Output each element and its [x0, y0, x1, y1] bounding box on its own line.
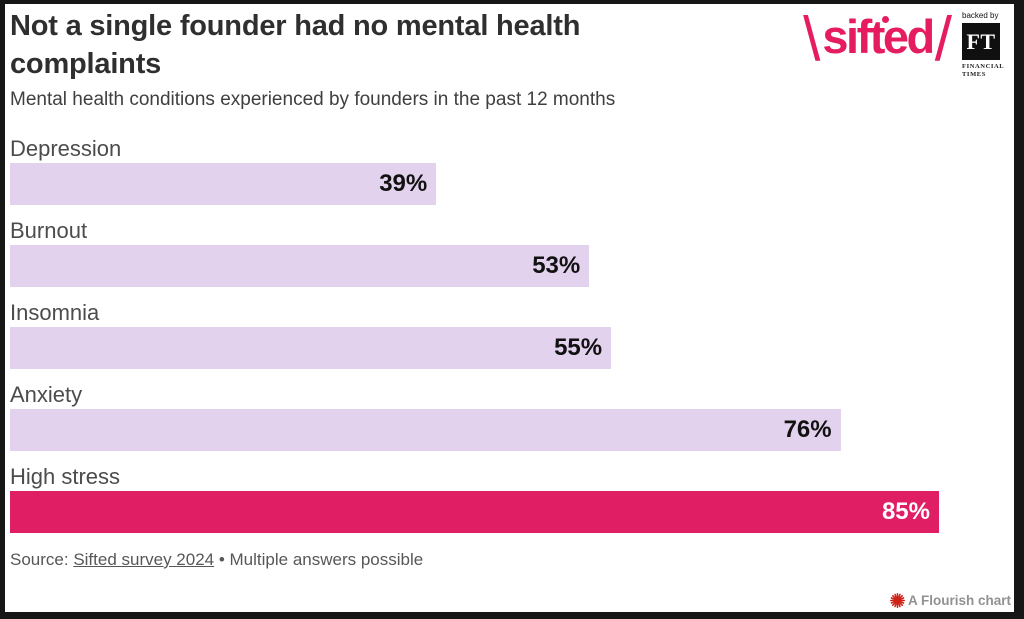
bar-value-label: 76% — [783, 416, 832, 443]
chart-card: Not a single founder had no mental healt… — [5, 4, 1014, 612]
logo-slash-icon: / — [934, 5, 952, 74]
category-label: Depression — [10, 136, 122, 161]
flourish-burst-icon — [889, 593, 905, 608]
bar: 39% — [10, 163, 437, 205]
source-prefix: Source: — [10, 550, 74, 569]
logo-block: \ sifted / backed by FT FINANCIAL TIMES — [803, 7, 1012, 79]
bar-track: 39% — [10, 163, 939, 205]
bar-track: 55% — [10, 327, 939, 369]
bar-track: 53% — [10, 245, 939, 287]
bar: 85% — [10, 491, 939, 533]
source-link[interactable]: Sifted survey 2024 — [73, 550, 215, 569]
bar: 53% — [10, 245, 590, 287]
source-suffix: • Multiple answers possible — [214, 550, 424, 569]
bar-row: Insomnia 55% — [10, 299, 1006, 369]
chart-header: Not a single founder had no mental healt… — [10, 7, 720, 112]
bar-value-label: 85% — [881, 498, 930, 525]
ft-logo-icon: FT — [962, 23, 1000, 60]
bar: 76% — [10, 409, 841, 451]
flourish-credit[interactable]: A Flourish chart — [889, 593, 1011, 608]
logo-backslash-icon: \ — [803, 5, 821, 74]
bar-value-label: 53% — [532, 252, 581, 279]
bar-chart: Depression 39% Burnout 53% Insomnia 55% — [10, 135, 1006, 545]
source-line: Source: Sifted survey 2024 • Multiple an… — [10, 550, 423, 570]
bar-row: Depression 39% — [10, 135, 1006, 205]
category-label: Burnout — [10, 218, 88, 243]
flourish-credit-label: A Flourish chart — [907, 593, 1011, 608]
bar-value-label: 39% — [379, 170, 428, 197]
chart-title: Not a single founder had no mental healt… — [10, 10, 581, 80]
bar-row: Burnout 53% — [10, 217, 1006, 287]
bar-track: 76% — [10, 409, 939, 451]
ft-badge: backed by FT FINANCIAL TIMES — [962, 11, 1012, 79]
category-label: Anxiety — [10, 382, 83, 407]
logo-wordmark: sifted — [822, 10, 935, 63]
logo-dot-icon — [882, 16, 889, 23]
category-label: Insomnia — [10, 300, 100, 325]
sifted-logo[interactable]: \ sifted / — [803, 7, 952, 71]
backed-by-label: backed by — [962, 11, 999, 20]
financial-times-label: FINANCIAL TIMES — [962, 63, 1005, 78]
bar-track: 85% — [10, 491, 939, 533]
chart-subtitle: Mental health conditions experienced by … — [10, 89, 616, 110]
bar: 55% — [10, 327, 612, 369]
bar-row: High stress 85% — [10, 463, 1006, 533]
category-label: High stress — [10, 464, 121, 489]
bar-value-label: 55% — [554, 334, 603, 361]
bar-row: Anxiety 76% — [10, 381, 1006, 451]
